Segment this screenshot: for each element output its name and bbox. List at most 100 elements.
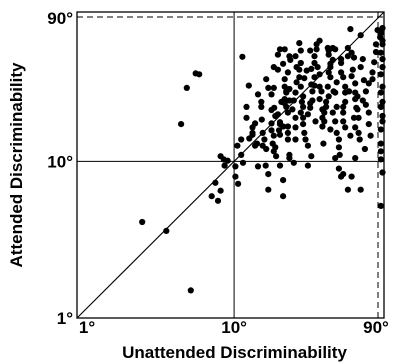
data-point — [365, 121, 372, 128]
data-point — [253, 140, 261, 147]
data-point — [359, 97, 366, 104]
data-point — [298, 98, 305, 105]
data-point — [319, 123, 326, 130]
data-point — [274, 51, 281, 58]
data-point — [332, 46, 339, 53]
data-point — [239, 53, 246, 60]
data-point — [377, 140, 384, 147]
data-point — [332, 118, 339, 125]
data-point — [340, 118, 347, 125]
data-point — [377, 71, 384, 78]
data-point — [265, 186, 272, 193]
data-point — [335, 165, 342, 172]
data-point — [311, 53, 318, 60]
data-points — [139, 25, 386, 294]
y-tick-label: 10° — [47, 152, 73, 171]
data-point — [196, 71, 203, 78]
data-point — [281, 46, 288, 53]
data-point — [318, 88, 325, 95]
data-point — [313, 46, 320, 53]
data-point — [297, 83, 304, 90]
data-point — [372, 41, 380, 48]
data-point — [263, 145, 270, 153]
data-point — [323, 103, 330, 110]
data-point — [379, 64, 386, 71]
data-point — [292, 53, 299, 60]
data-point — [379, 37, 386, 44]
data-point — [297, 47, 304, 54]
data-point — [300, 103, 307, 110]
data-point — [377, 49, 384, 56]
data-point — [221, 162, 228, 169]
data-point — [234, 142, 241, 149]
data-point — [270, 84, 277, 91]
data-point — [300, 93, 307, 100]
data-point — [308, 81, 315, 88]
data-point — [163, 227, 170, 234]
data-point — [362, 88, 369, 95]
data-point — [361, 145, 368, 153]
data-point — [371, 59, 378, 66]
data-point — [365, 109, 372, 116]
data-point — [323, 98, 330, 105]
data-point — [178, 121, 185, 128]
y-tick-labels: 1° 10° 90° — [47, 9, 73, 328]
data-point — [296, 74, 303, 81]
data-point — [338, 56, 345, 63]
data-point — [276, 131, 284, 138]
data-point — [220, 156, 227, 163]
data-point — [367, 132, 374, 139]
data-point — [369, 69, 376, 76]
data-point — [252, 120, 259, 127]
data-point — [320, 140, 327, 147]
data-point — [254, 163, 262, 170]
data-point — [355, 129, 362, 136]
data-point — [379, 83, 386, 90]
data-point — [327, 126, 334, 133]
data-point — [325, 69, 332, 76]
data-point — [262, 162, 269, 169]
data-point — [245, 82, 252, 89]
data-point — [235, 180, 242, 187]
data-point — [379, 56, 386, 63]
data-point — [379, 169, 386, 176]
data-point — [284, 123, 291, 130]
data-point — [284, 69, 291, 76]
data-point — [377, 103, 384, 110]
data-point — [280, 123, 287, 130]
data-point — [139, 218, 146, 226]
data-point — [276, 162, 284, 169]
data-point — [311, 74, 318, 81]
data-point — [316, 37, 323, 44]
data-point — [312, 118, 319, 125]
data-point — [258, 103, 265, 110]
data-point — [369, 76, 376, 83]
data-point — [347, 26, 354, 33]
data-point — [377, 29, 384, 37]
data-point — [243, 114, 250, 121]
data-point — [243, 103, 250, 110]
data-point — [284, 109, 291, 116]
data-point — [281, 83, 288, 90]
data-point — [342, 83, 349, 90]
data-point — [348, 173, 355, 180]
data-point — [280, 177, 287, 184]
data-point — [340, 109, 347, 116]
data-point — [357, 64, 364, 71]
data-point — [217, 187, 224, 194]
data-point — [349, 66, 356, 73]
data-point — [286, 155, 293, 162]
data-point — [377, 148, 384, 155]
data-point — [350, 54, 358, 61]
data-point — [284, 136, 291, 143]
data-point — [342, 98, 349, 105]
data-point — [274, 111, 281, 118]
data-point — [342, 124, 349, 131]
data-point — [259, 129, 266, 136]
data-point — [347, 132, 354, 139]
data-point — [268, 91, 275, 98]
data-point — [332, 155, 339, 162]
data-point — [344, 44, 351, 52]
data-point — [336, 151, 343, 158]
